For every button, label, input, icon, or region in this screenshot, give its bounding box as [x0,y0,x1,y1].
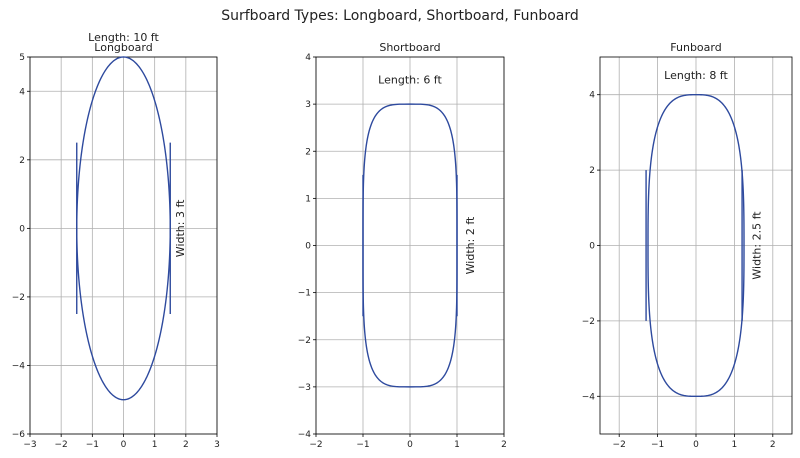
x-tick-label: −2 [55,440,68,450]
x-tick-label: −1 [356,440,369,450]
x-tick-label: 0 [121,440,127,450]
x-tick-label: −2 [309,440,322,450]
x-tick-label: 0 [693,440,699,450]
panel-title: Shortboard [379,41,440,54]
x-tick-label: 2 [501,440,507,450]
x-tick-label: 0 [407,440,413,450]
x-tick-label: 2 [770,440,776,450]
y-tick-label: −2 [298,336,311,346]
y-tick-label: 5 [19,53,25,63]
panel-title: Longboard [94,41,152,54]
x-tick-label: −1 [651,440,664,450]
width-annotation: Width: 3 ft [174,199,187,257]
panel-shortboard: −2 −1 0 1 2 −4 −3 −2 −1 0 1 2 3 4 Shortboard Length: 6 … [298,41,507,450]
y-tick-label: 2 [589,166,595,176]
y-tick-label: 4 [589,91,595,101]
y-tick-label: −2 [582,317,595,327]
board-outline [647,93,745,398]
x-tick-label: 1 [732,440,738,450]
length-annotation: Length: 8 ft [664,69,728,82]
x-tick-label: −2 [613,440,626,450]
x-tick-label: −3 [23,440,36,450]
figure-title: Surfboard Types: Longboard, Shortboard, … [221,8,579,24]
y-tick-label: 0 [19,224,25,234]
y-tick-label: −4 [12,361,26,371]
y-tick-label: 4 [305,53,311,63]
y-tick-label: −6 [12,430,26,440]
width-annotation: Width: 2.5 ft [750,211,763,280]
x-tick-label: 3 [214,440,220,450]
length-annotation: Length: 6 ft [378,74,442,87]
panel-title: Funboard [670,41,721,54]
y-tick-label: −2 [12,293,25,303]
length-annotation: Length: 10 ft [88,31,159,44]
panel-funboard: −2 −1 0 1 2 −4 −2 0 2 4 Funboard Length: 8 ft Width:… [582,41,793,450]
y-tick-label: 0 [589,242,595,252]
x-tick-label: 2 [183,440,189,450]
width-annotation: Width: 2 ft [464,216,477,274]
y-tick-label: −3 [298,383,311,393]
y-tick-label: 4 [19,87,25,97]
y-tick-label: 3 [305,100,311,110]
y-tick-label: 2 [19,156,25,166]
y-tick-label: 2 [305,147,311,157]
x-tick-label: 1 [152,440,158,450]
y-tick-label: −4 [582,392,596,402]
x-tick-label: −1 [86,440,99,450]
y-tick-label: 0 [305,242,311,252]
y-tick-label: 1 [305,194,311,204]
y-tick-label: −4 [298,430,312,440]
y-tick-label: −1 [298,289,311,299]
x-tick-label: 1 [454,440,460,450]
